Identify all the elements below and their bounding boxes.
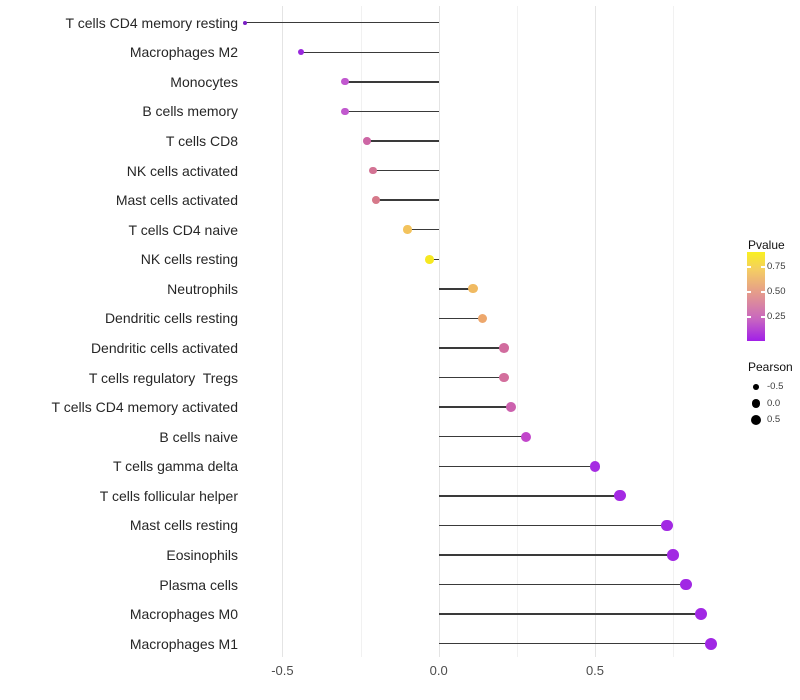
pvalue-bar-tick-right [761,266,765,268]
pearson-legend-label: 0.0 [767,397,781,409]
pearson-legend-dot [751,399,761,408]
lollipop-dot [477,313,488,324]
category-label: NK cells resting [140,251,238,268]
lollipop-dot [468,284,478,294]
lollipop-dot [341,107,349,116]
lollipop-stem [438,583,686,586]
lollipop-stem [438,435,527,438]
lollipop-stem [438,465,595,467]
lollipop-dot [298,49,305,56]
category-label: Dendritic cells resting [104,310,238,327]
pearson-legend-label: -0.5 [767,381,784,392]
lollipop-dot [521,431,532,442]
lollipop-dot [704,637,717,650]
category-label: Plasma cells [159,576,238,593]
lollipop-stem [438,288,474,290]
lollipop-dot [589,460,601,472]
category-label: B cells memory [142,103,238,120]
lollipop-dot [667,549,679,561]
category-label: T cells CD4 memory resting [65,14,238,31]
pvalue-bar-tick-left [747,316,751,318]
pvalue-bar-tick-left [747,291,751,293]
pvalue-legend-title: Pvalue [748,238,785,252]
x-tick-label: 0.5 [585,663,605,678]
lollipop-stem [438,495,620,497]
category-label: Eosinophils [166,546,238,563]
lollipop-stem [373,169,439,172]
lollipop-stem [244,22,439,24]
lollipop-dot [679,578,692,591]
lollipop-dot [505,402,516,413]
lollipop-stem [438,554,674,556]
gridline-major [595,6,596,657]
category-label: T cells regulatory Tregs [88,369,238,386]
lollipop-dot [403,225,412,234]
category-label: NK cells activated [126,162,238,179]
gridline-major [438,6,440,657]
lollipop-stem [366,140,439,142]
lollipop-dot [424,254,434,264]
x-tick-label: 0.0 [429,663,448,678]
category-label: T cells CD8 [165,132,238,149]
pvalue-bar-tick-right [761,291,765,293]
category-label: Neutrophils [167,280,238,297]
category-label: T cells CD4 memory activated [51,399,238,416]
lollipop-dot [341,78,349,86]
pearson-legend-label: 0.5 [767,414,781,425]
pvalue-tick-label: 0.75 [767,260,786,272]
gridline-minor [516,6,518,657]
lollipop-dot [661,519,673,532]
lollipop-stem [438,642,711,645]
lollipop-dot [369,166,377,175]
category-label: Dendritic cells activated [90,339,238,356]
lollipop-stem [301,51,439,53]
category-label: T cells CD4 naive [128,221,238,238]
pvalue-tick-label: 0.25 [767,310,786,322]
category-label: Mast cells resting [129,517,238,534]
lollipop-stem [438,406,511,408]
lollipop-dot [372,196,381,205]
lollipop-dot [614,490,626,502]
lollipop-dot [499,343,510,353]
gridline-minor [360,6,362,657]
lollipop-dot [499,372,510,383]
gridline-minor [673,6,675,657]
pvalue-bar-tick-right [761,316,765,318]
category-label: T cells follicular helper [99,487,238,504]
lollipop-dot [242,20,247,25]
lollipop-stem [429,258,439,260]
x-tick-label: -0.5 [271,663,294,678]
category-label: B cells naive [159,428,238,445]
pvalue-bar-tick-left [747,266,751,268]
pvalue-tick-label: 0.50 [767,285,786,297]
lollipop-stem [438,376,505,379]
category-label: Macrophages M2 [129,44,238,61]
lollipop-stem [438,524,667,527]
lollipop-stem [438,317,483,320]
lollipop-stem [438,347,505,349]
category-label: Macrophages M1 [129,635,238,652]
lollipop-stem [344,110,439,113]
pvalue-gradient-bar [747,252,765,341]
lollipop-stem [407,228,439,231]
lollipop-stem [438,613,702,615]
category-label: T cells gamma delta [112,458,238,475]
category-label: Mast cells activated [115,192,238,209]
category-label: Macrophages M0 [129,606,238,623]
category-label: Monocytes [170,73,238,90]
lollipop-stem [344,81,439,83]
lollipop-dot [362,137,371,145]
pearson-legend-dot [750,414,762,426]
pearson-legend-title: Pearson [748,360,793,374]
pearson-legend-dot [753,384,759,390]
lollipop-stem [376,199,439,201]
gridline-major [282,6,284,657]
lollipop-dot [695,608,708,621]
